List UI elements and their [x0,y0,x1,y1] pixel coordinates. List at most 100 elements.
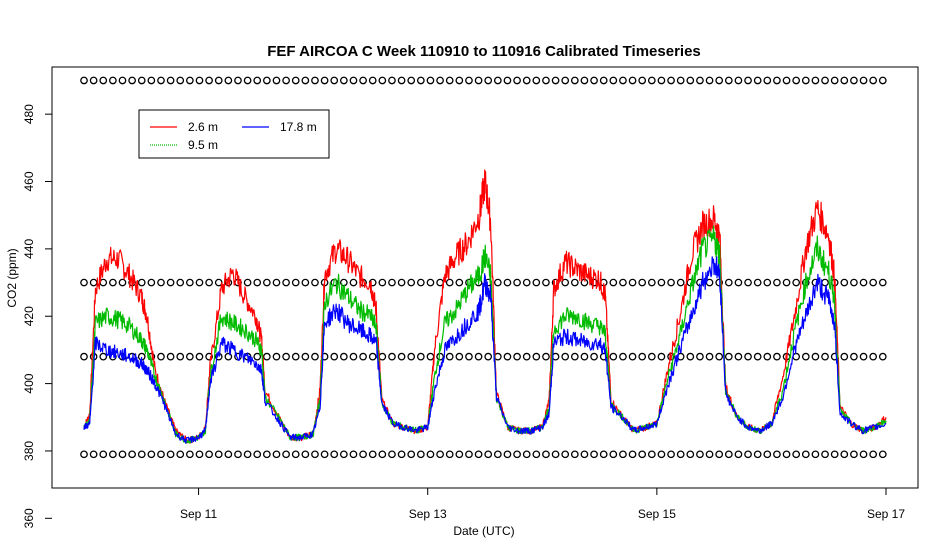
reference-marker [599,450,608,459]
reference-marker [493,278,502,287]
reference-marker [99,450,108,459]
reference-marker [118,450,127,459]
reference-marker [609,352,618,361]
reference-marker [80,352,88,361]
reference-marker [89,76,98,85]
reference-marker [426,76,435,85]
reference-marker [869,352,878,361]
reference-marker [263,76,271,85]
reference-marker [869,278,878,287]
reference-marker [301,76,310,85]
reference-marker [570,278,579,287]
reference-marker [368,352,377,361]
reference-marker [801,450,810,459]
reference-marker [282,450,290,459]
reference-marker [186,352,194,361]
reference-marker [753,450,762,459]
reference-marker [388,278,396,287]
reference-marker [157,450,165,459]
reference-marker [186,278,194,287]
reference-marker [609,76,618,85]
reference-marker [195,352,204,361]
reference-marker [272,76,281,85]
plot-frame [51,66,919,489]
reference-marker [426,450,435,459]
reference-marker [724,450,733,459]
reference-marker [821,352,829,361]
reference-marker [407,352,416,361]
reference-marker [522,352,531,361]
reference-marker [195,278,204,287]
reference-marker [416,450,425,459]
reference-marker [272,450,281,459]
reference-marker [657,450,666,459]
reference-marker [522,450,531,459]
reference-marker [224,450,233,459]
reference-marker [291,450,300,459]
reference-marker [570,76,579,85]
reference-marker [445,450,454,459]
reference-marker [416,352,425,361]
reference-marker [850,352,858,361]
reference-marker [869,450,878,459]
reference-marker [840,450,849,459]
reference-marker [542,352,550,361]
reference-marker [311,278,319,287]
reference-marker [388,352,396,361]
reference-marker [878,278,887,287]
reference-marker [474,352,483,361]
reference-marker [801,352,810,361]
reference-marker [619,76,627,85]
reference-marker [657,352,666,361]
reference-marker [205,278,213,287]
reference-marker [243,278,252,287]
reference-marker [224,352,233,361]
reference-marker [282,352,290,361]
legend-box [138,109,330,159]
reference-marker [301,278,310,287]
x-axis-label: Date (UTC) [453,524,514,538]
reference-marker [234,450,242,459]
reference-marker [532,278,541,287]
reference-marker [647,450,656,459]
reference-marker [561,450,570,459]
reference-marker [407,76,416,85]
reference-marker [859,76,868,85]
reference-marker [792,278,801,287]
reference-marker [359,450,367,459]
reference-marker [878,450,887,459]
reference-marker [137,76,146,85]
reference-marker [590,352,598,361]
reference-marker [869,76,878,85]
reference-marker [744,76,752,85]
reference-marker [859,450,868,459]
reference-marker [166,450,175,459]
reference-marker [109,450,117,459]
reference-marker [118,76,127,85]
reference-marker [696,76,704,85]
reference-marker [147,450,156,459]
reference-marker [734,352,743,361]
reference-marker [234,76,242,85]
reference-marker [647,76,656,85]
reference-marker [407,278,416,287]
reference-marker [465,352,473,361]
reference-marker [628,278,637,287]
x-axis: Sep 11 Sep 13 Sep 15 Sep 17 [180,488,905,521]
reference-marker [744,450,752,459]
reference-marker [590,450,598,459]
reference-marker [676,450,685,459]
reference-marker [522,76,531,85]
reference-marker [619,352,627,361]
reference-marker [166,278,175,287]
reference-marker [744,352,752,361]
reference-marker [763,76,772,85]
reference-marker [532,76,541,85]
reference-marker [734,450,743,459]
reference-marker [330,352,339,361]
reference-marker [513,278,521,287]
reference-marker [628,352,637,361]
reference-marker [243,76,252,85]
reference-marker [696,450,704,459]
reference-marker [850,76,858,85]
